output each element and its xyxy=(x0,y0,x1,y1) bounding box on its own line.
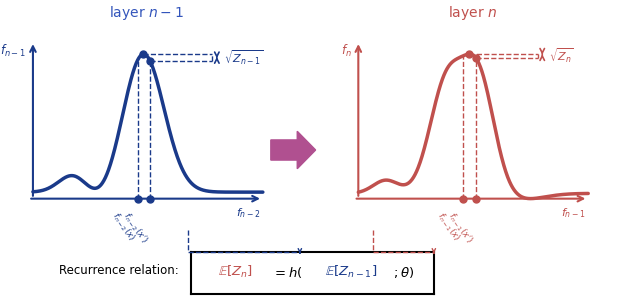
Text: $;\theta)$: $;\theta)$ xyxy=(393,265,414,280)
Text: $\mathbb{E}[Z_{n-1}]$: $\mathbb{E}[Z_{n-1}]$ xyxy=(325,264,378,280)
Text: $\sqrt{Z_n}$: $\sqrt{Z_n}$ xyxy=(549,47,574,65)
Text: $f_{n-2}(x')$: $f_{n-2}(x')$ xyxy=(120,210,150,246)
Text: $\sqrt{Z_{n-1}}$: $\sqrt{Z_{n-1}}$ xyxy=(224,49,263,67)
FancyArrow shape xyxy=(271,131,316,169)
Text: $f_{n-1}(x)$: $f_{n-1}(x)$ xyxy=(434,210,463,244)
Text: layer $n-1$: layer $n-1$ xyxy=(109,4,184,22)
Text: $f_{n-1}$: $f_{n-1}$ xyxy=(0,43,26,59)
Text: $f_{n-1}$: $f_{n-1}$ xyxy=(561,207,586,220)
Text: $= h($: $= h($ xyxy=(272,265,302,280)
Text: $f_{n-2}(x)$: $f_{n-2}(x)$ xyxy=(108,210,138,244)
Text: Recurrence relation:: Recurrence relation: xyxy=(59,263,179,277)
Text: $f_{n-1}(x')$: $f_{n-1}(x')$ xyxy=(445,210,475,246)
Text: $f_{n-2}$: $f_{n-2}$ xyxy=(236,207,260,220)
Text: $f_n$: $f_n$ xyxy=(341,43,352,59)
Text: layer $n$: layer $n$ xyxy=(448,4,496,22)
Text: $\mathbb{E}[Z_n]$: $\mathbb{E}[Z_n]$ xyxy=(218,264,253,280)
